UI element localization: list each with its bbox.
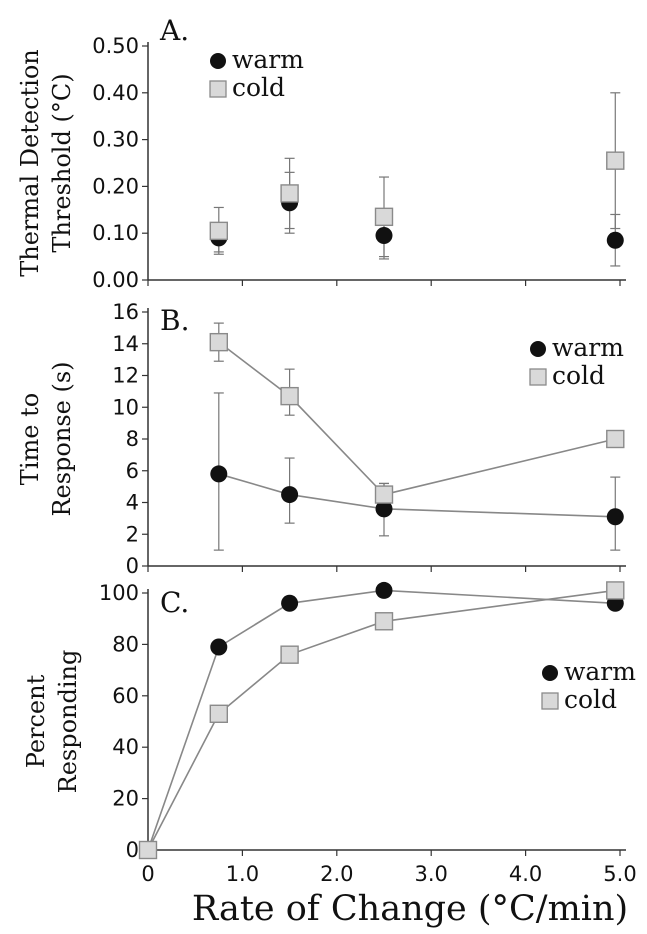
y-axis-title: Thermal Detection (16, 49, 44, 276)
marker-warm (281, 594, 299, 612)
series-line-cold (218, 341, 616, 496)
x-tick-label: 2.0 (320, 862, 353, 886)
legend-label-warm: warm (552, 333, 624, 362)
marker-cold (209, 221, 229, 241)
y-axis-title: Threshold (°C) (48, 73, 76, 252)
y-axis-title: Response (s) (48, 361, 76, 516)
x-tick-label: 3.0 (414, 862, 447, 886)
marker-cold (280, 386, 299, 406)
marker-cold (374, 207, 394, 227)
marker-cold (606, 429, 625, 449)
y-axis-title: Time to (16, 393, 44, 485)
y-axis-title: Percent (22, 674, 50, 768)
series-line-warm (218, 473, 616, 518)
y-tick-label: 0 (126, 838, 139, 862)
marker-cold (209, 704, 229, 723)
legend-marker-cold (209, 80, 227, 98)
y-tick-label: 10 (112, 395, 139, 419)
legend-marker-warm (210, 53, 226, 69)
y-tick-label: 80 (112, 632, 139, 656)
marker-warm (606, 231, 624, 249)
x-axis-title: Rate of Change (°C/min) (192, 889, 628, 929)
x-tick-label: 1.0 (226, 862, 259, 886)
x-tick-label: 5.0 (603, 862, 636, 886)
marker-warm (281, 486, 299, 504)
y-tick-label: 20 (112, 787, 139, 811)
marker-warm (375, 500, 393, 518)
y-tick-label: 0.20 (92, 174, 139, 198)
y-tick-label: 8 (126, 427, 139, 451)
y-tick-label: 4 (126, 491, 139, 515)
panel-c: 0 20 40 60 80 100 0 1.0 2.0 3.0 4.0 5.0 Percent Respo… (22, 581, 637, 929)
legend-marker-cold (541, 692, 559, 710)
legend-label-warm: warm (232, 45, 304, 74)
x-tick-label: 4.0 (509, 862, 542, 886)
legend-label-cold: cold (232, 73, 285, 102)
legend-marker-warm (530, 341, 546, 357)
y-tick-label: 0.30 (92, 128, 139, 152)
legend-label-cold: cold (564, 685, 617, 714)
marker-cold (606, 581, 625, 600)
marker-warm (210, 465, 228, 483)
y-axis-title: Responding (54, 650, 82, 794)
marker-cold (374, 485, 394, 504)
marker-warm (210, 638, 228, 656)
panel-letter: B. (160, 304, 189, 337)
panel-letter: A. (159, 14, 189, 47)
y-tick-label: 0 (126, 554, 139, 578)
y-tick-label: 40 (112, 735, 139, 759)
marker-cold (138, 840, 158, 860)
marker-cold (606, 151, 625, 170)
panel-a: 0.00 0.10 0.20 0.30 0.40 0.50 Thermal Detectio… (16, 14, 626, 292)
y-tick-label: 16 (112, 300, 139, 324)
legend-label-cold: cold (552, 361, 605, 390)
y-tick-label: 0.50 (92, 34, 139, 58)
y-tick-label: 60 (112, 684, 139, 708)
y-tick-label: 6 (126, 459, 139, 483)
legend-marker-warm (542, 665, 558, 681)
marker-cold (280, 184, 299, 203)
y-tick-label: 14 (112, 332, 139, 356)
marker-cold (374, 612, 394, 631)
marker-cold (209, 332, 229, 352)
legend-label-warm: warm (564, 657, 636, 686)
panel-letter: C. (160, 586, 189, 619)
y-tick-label: 2 (126, 522, 139, 546)
marker-cold (280, 645, 299, 664)
y-tick-label: 12 (112, 364, 139, 388)
x-tick-label: 0 (141, 862, 154, 886)
marker-warm (606, 508, 624, 526)
y-tick-label: 0.00 (92, 268, 139, 292)
panel-b: 0 2 4 6 8 10 12 14 16 Time to Response (s) B. warmco… (16, 300, 626, 578)
y-tick-label: 0.40 (92, 81, 139, 105)
legend-marker-cold (529, 368, 547, 386)
y-tick-label: 0.10 (92, 221, 139, 245)
y-tick-label: 100 (99, 581, 139, 605)
marker-warm (375, 581, 393, 599)
plot-area: 0.00 0.10 0.20 0.30 0.40 0.50 Thermal Detectio… (16, 14, 637, 929)
marker-warm (375, 227, 393, 245)
